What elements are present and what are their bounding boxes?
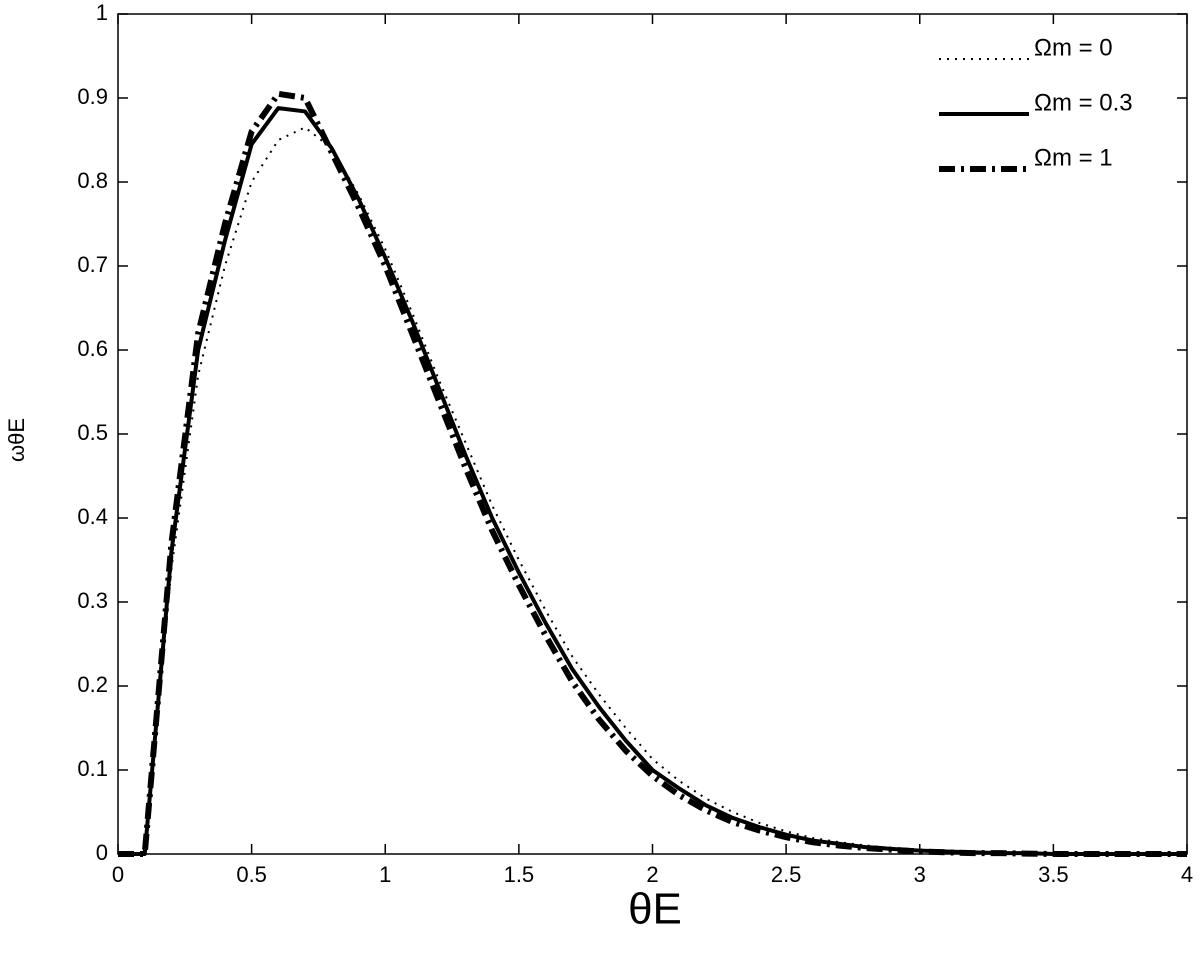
y-tick-label: 0.2 <box>77 672 108 697</box>
plot-frame <box>117 13 1188 855</box>
y-tick-label: 0 <box>96 840 108 865</box>
series-line <box>118 106 1187 856</box>
x-tick-label: 3 <box>914 862 926 887</box>
x-tick-label: 4 <box>1181 862 1193 887</box>
x-tick-label: 1.5 <box>504 862 535 887</box>
x-tick-label: 2.5 <box>771 862 802 887</box>
y-axis-label: ωθE <box>4 418 29 462</box>
y-tick-label: 0.5 <box>77 420 108 445</box>
x-tick-label: 2 <box>646 862 658 887</box>
y-tick-label: 0.8 <box>77 168 108 193</box>
legend-label: Ωm = 0.3 <box>1034 89 1133 116</box>
y-tick-label: 0.4 <box>77 504 108 529</box>
series-line <box>118 90 1187 857</box>
x-tick-label: 0 <box>112 862 124 887</box>
y-tick-label: 0.6 <box>77 336 108 361</box>
y-tick-label: 0.3 <box>77 588 108 613</box>
y-tick-label: 1 <box>96 0 108 25</box>
legend-label: Ωm = 0 <box>1034 34 1113 61</box>
x-tick-label: 0.5 <box>236 862 267 887</box>
series-line <box>118 126 1187 855</box>
x-axis-label: θE <box>628 885 682 934</box>
x-tick-label: 3.5 <box>1038 862 1069 887</box>
y-tick-label: 0.1 <box>77 756 108 781</box>
y-tick-label: 0.7 <box>77 252 108 277</box>
legend-label: Ωm = 1 <box>1034 144 1113 171</box>
x-tick-label: 1 <box>379 862 391 887</box>
y-tick-label: 0.9 <box>77 84 108 109</box>
